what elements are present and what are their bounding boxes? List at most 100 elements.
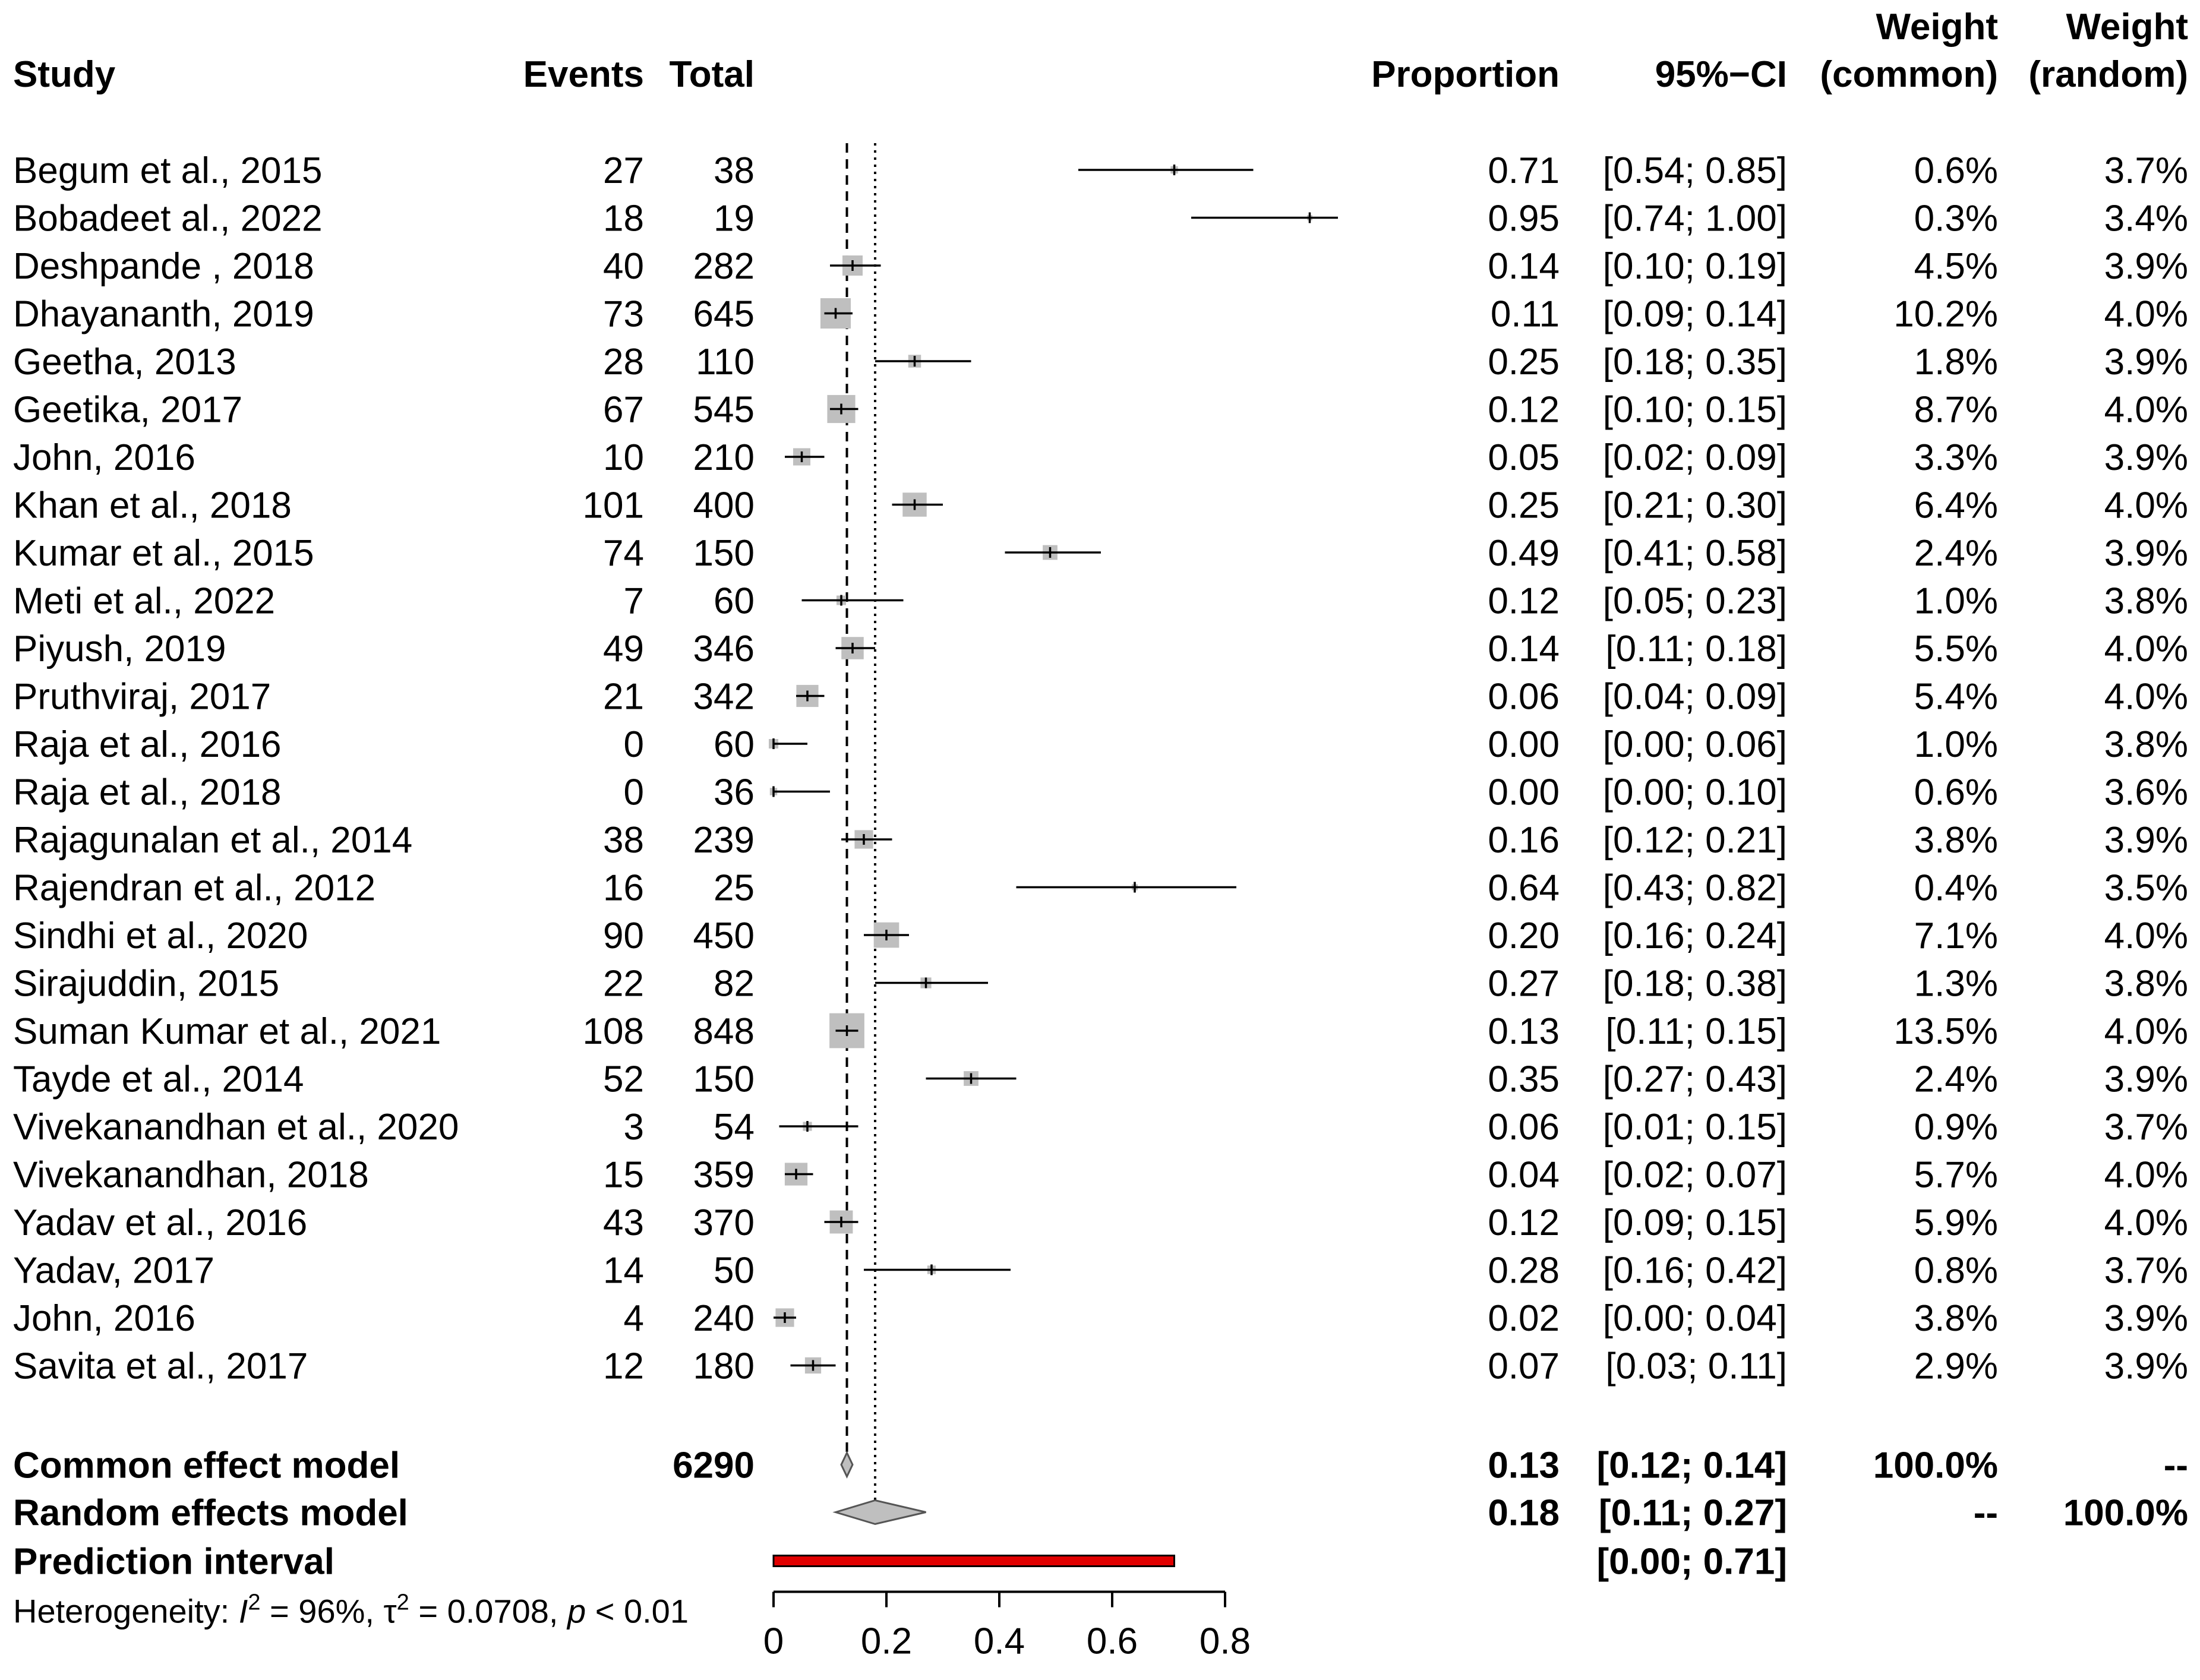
study-events: 18 (603, 198, 644, 239)
study-total: 400 (693, 485, 755, 526)
study-weight-random: 3.9% (2104, 342, 2188, 383)
study-ci: [0.41; 0.58] (1603, 533, 1787, 574)
study-events: 22 (603, 964, 644, 1005)
study-ci: [0.10; 0.19] (1603, 246, 1787, 287)
study-weight-common: 7.1% (1914, 915, 1998, 956)
header-total: Total (670, 54, 755, 95)
heterogeneity-statistics: Heterogeneity: I2 = 96%, τ2 = 0.0708, p … (13, 1590, 689, 1630)
study-events: 12 (603, 1346, 644, 1387)
study-ci: [0.11; 0.15] (1605, 1011, 1787, 1052)
study-total: 370 (693, 1202, 755, 1243)
study-events: 38 (603, 820, 644, 861)
study-events: 0 (624, 772, 644, 813)
study-name: Piyush, 2019 (13, 629, 226, 670)
study-events: 43 (603, 1202, 644, 1243)
study-name: Sindhi et al., 2020 (13, 915, 308, 956)
study-total: 60 (714, 724, 755, 765)
study-weight-random: 4.0% (2104, 677, 2188, 718)
study-proportion: 0.07 (1488, 1346, 1560, 1387)
x-axis-tick-label: 0 (763, 1621, 784, 1662)
study-total: 450 (693, 915, 755, 956)
study-ci: [0.74; 1.00] (1603, 198, 1787, 239)
study-total: 82 (714, 964, 755, 1005)
study-proportion: 0.20 (1488, 915, 1560, 956)
study-rows: Begum et al., 2015 27 38 0.71 [0.54; 0.85] 0.… (13, 150, 2188, 1387)
common-model-diamond (840, 1451, 854, 1479)
study-proportion: 0.64 (1488, 868, 1560, 909)
study-weight-common: 8.7% (1914, 390, 1998, 431)
common-model-total: 6290 (673, 1445, 755, 1486)
study-name: Begum et al., 2015 (13, 150, 322, 191)
study-proportion: 0.71 (1488, 150, 1560, 191)
study-name: John, 2016 (13, 437, 195, 478)
study-proportion: 0.49 (1488, 533, 1560, 574)
header-weight-random-bottom: (random) (2028, 54, 2188, 95)
reference-lines (845, 143, 876, 1501)
summary-rows: Common effect model 6290 0.13 [0.12; 0.1… (13, 1445, 2188, 1630)
study-name: Geetika, 2017 (13, 390, 242, 431)
study-row: Vivekanandhan, 2018 15 359 0.04 [0.02; 0.07]… (13, 1155, 2188, 1196)
common-model-ci: [0.12; 0.14] (1596, 1445, 1787, 1486)
study-weight-random: 3.9% (2104, 437, 2188, 478)
study-weight-random: 4.0% (2104, 1011, 2188, 1052)
study-row: Pruthviraj, 2017 21 342 0.06 [0.04; 0.09] 5.4… (13, 677, 2188, 718)
study-total: 645 (693, 294, 755, 335)
study-ci: [0.18; 0.35] (1603, 342, 1787, 383)
study-name: Suman Kumar et al., 2021 (13, 1011, 441, 1052)
study-ci: [0.16; 0.42] (1603, 1250, 1787, 1291)
x-axis-tick-label: 0.8 (1200, 1621, 1251, 1662)
study-events: 74 (603, 533, 644, 574)
study-ci: [0.02; 0.07] (1603, 1155, 1787, 1196)
study-weight-common: 0.8% (1914, 1250, 1998, 1291)
prediction-interval-bar (772, 1555, 1175, 1567)
random-model-proportion: 0.18 (1488, 1493, 1560, 1534)
study-row: Rajendran et al., 2012 16 25 0.64 [0.43; 0.8… (13, 868, 2188, 909)
study-weight-random: 3.9% (2104, 246, 2188, 287)
study-weight-common: 1.8% (1914, 342, 1998, 383)
study-events: 21 (603, 677, 644, 718)
study-row: Yadav et al., 2016 43 370 0.12 [0.09; 0.15] 5… (13, 1202, 2188, 1243)
study-proportion: 0.27 (1488, 964, 1560, 1005)
random-model-ci: [0.11; 0.27] (1599, 1493, 1787, 1534)
study-total: 60 (714, 581, 755, 622)
study-ci: [0.00; 0.06] (1603, 724, 1787, 765)
study-events: 16 (603, 868, 644, 909)
study-weight-random: 4.0% (2104, 1155, 2188, 1196)
common-model-proportion: 0.13 (1488, 1445, 1560, 1486)
study-ci: [0.02; 0.09] (1603, 437, 1787, 478)
study-weight-common: 1.0% (1914, 724, 1998, 765)
study-proportion: 0.35 (1488, 1059, 1560, 1100)
study-ci: [0.21; 0.30] (1603, 485, 1787, 526)
study-row: Tayde et al., 2014 52 150 0.35 [0.27; 0.43] 2… (13, 1059, 2188, 1100)
study-total: 848 (693, 1011, 755, 1052)
study-name: Vivekanandhan, 2018 (13, 1155, 369, 1196)
study-weight-random: 3.4% (2104, 198, 2188, 239)
study-name: Geetha, 2013 (13, 342, 236, 383)
study-weight-common: 3.3% (1914, 437, 1998, 478)
study-total: 342 (693, 677, 755, 718)
study-ci: [0.03; 0.11] (1605, 1346, 1787, 1387)
study-events: 108 (583, 1011, 644, 1052)
study-weight-random: 3.7% (2104, 150, 2188, 191)
study-proportion: 0.12 (1488, 581, 1560, 622)
study-row: Khan et al., 2018 101 400 0.25 [0.21; 0.30] 6… (13, 485, 2188, 526)
study-proportion: 0.13 (1488, 1011, 1560, 1052)
study-proportion: 0.00 (1488, 772, 1560, 813)
study-total: 150 (693, 533, 755, 574)
study-proportion: 0.05 (1488, 437, 1560, 478)
x-axis-tick-label: 0.6 (1087, 1621, 1138, 1662)
study-ci: [0.04; 0.09] (1603, 677, 1787, 718)
header-study: Study (13, 54, 116, 95)
study-weight-random: 3.9% (2104, 1346, 2188, 1387)
random-model-weight-common: -- (1974, 1493, 1998, 1534)
study-weight-random: 3.9% (2104, 820, 2188, 861)
study-row: Sindhi et al., 2020 90 450 0.20 [0.16; 0.24]… (13, 915, 2188, 956)
study-ci: [0.00; 0.10] (1603, 772, 1787, 813)
study-name: Rajendran et al., 2012 (13, 868, 375, 909)
header-weight-random-top: Weight (2066, 7, 2189, 48)
study-row: Piyush, 2019 49 346 0.14 [0.11; 0.18] 5.5% 4.0… (13, 629, 2188, 670)
study-row: Deshpande , 2018 40 282 0.14 [0.10; 0.19] 4.5… (13, 246, 2188, 287)
study-total: 239 (693, 820, 755, 861)
study-name: Deshpande , 2018 (13, 246, 314, 287)
study-proportion: 0.25 (1488, 485, 1560, 526)
